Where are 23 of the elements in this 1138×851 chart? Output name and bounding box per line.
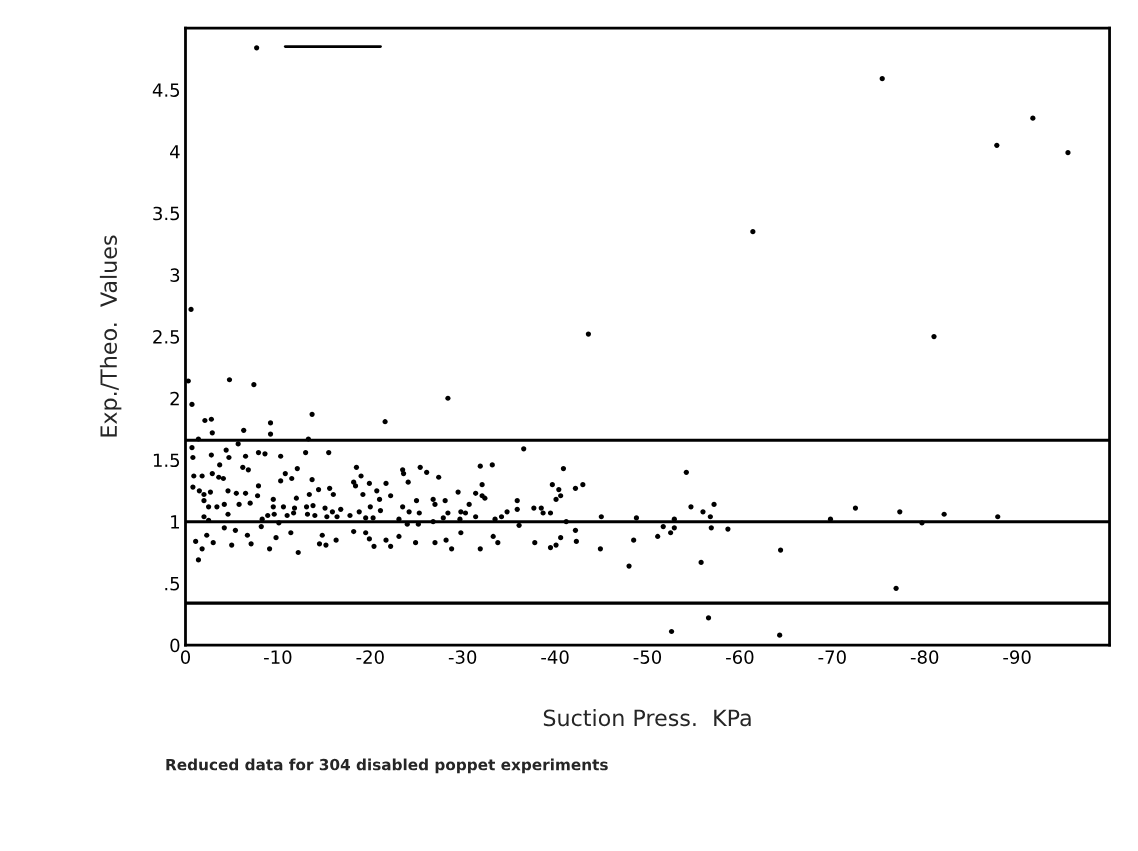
y-tick-label: 4 <box>170 145 180 159</box>
y-tick-label: 4.5 <box>152 83 180 97</box>
text: Reduced data for 304 disabled poppet experiments <box>166 758 608 774</box>
x-tick-label: -50 <box>633 650 662 664</box>
x-tick-label: -80 <box>910 650 939 664</box>
y-tick-label: 3.5 <box>153 206 180 221</box>
x-tick-label: -30 <box>448 650 477 664</box>
x-axis-title: Suction Press. KPa <box>543 709 751 727</box>
y-tick-label: .5 <box>165 577 180 591</box>
y-tick-label: 1.5 <box>153 453 180 468</box>
y-tick-label: 3 <box>170 268 180 282</box>
y-tick-label: 2.5 <box>153 330 180 344</box>
x-tick-label: 0 <box>180 650 191 664</box>
x-tick-label: -40 <box>541 650 569 664</box>
x-tick-label: -90 <box>1003 650 1031 664</box>
y-tick-label: 0 <box>170 638 180 653</box>
x-tick-label: -70 <box>818 650 846 664</box>
y-tick-label: 1 <box>171 515 179 529</box>
x-tick-label: -60 <box>726 650 754 664</box>
y-axis-title: Exp./Theo. Values <box>99 235 122 437</box>
y-tick-label: 2 <box>170 391 179 406</box>
x-tick-label: -10 <box>264 650 292 664</box>
x-tick-label: -20 <box>356 650 384 664</box>
